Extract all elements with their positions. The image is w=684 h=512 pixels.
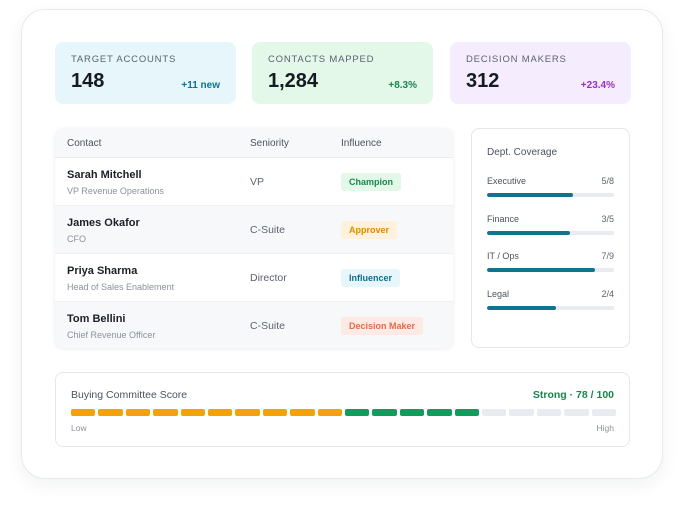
dept-label: Executive xyxy=(487,176,527,186)
score-segment xyxy=(290,409,315,416)
coverage-bar-track xyxy=(487,231,614,235)
contact-seniority: Director xyxy=(250,272,287,284)
coverage-bar-fill xyxy=(487,231,570,235)
column-header-influence[interactable]: Influence xyxy=(341,138,382,149)
dept-item-finance[interactable]: Finance 3/5 xyxy=(487,214,614,244)
contact-seniority: VP xyxy=(250,176,265,188)
score-segment xyxy=(262,409,288,416)
score-title: Buying Committee Score xyxy=(71,389,188,401)
coverage-bar-track xyxy=(487,268,614,272)
column-header-seniority[interactable]: Seniority xyxy=(250,138,289,149)
score-segment xyxy=(454,409,479,416)
contacts-table: Contact Seniority Influence Sarah Mitche… xyxy=(55,128,453,348)
dept-item-executive[interactable]: Executive 5/8 xyxy=(487,176,614,206)
dept-value: 5/8 xyxy=(601,176,614,186)
score-result: Strong · 78 / 100 xyxy=(532,389,614,401)
dept-value: 2/4 xyxy=(601,289,614,299)
score-segment xyxy=(125,409,151,416)
contact-seniority: C-Suite xyxy=(250,320,286,332)
score-segment xyxy=(71,409,96,416)
dept-value: 3/5 xyxy=(601,214,614,224)
dept-label: Legal xyxy=(487,289,510,299)
score-segment xyxy=(482,409,507,416)
contact-name: Priya Sharma xyxy=(67,265,138,277)
influence-badge: Influencer xyxy=(341,269,401,287)
score-segment-bar xyxy=(71,409,616,416)
score-segment xyxy=(564,409,589,416)
score-low-label: Low xyxy=(71,423,87,433)
contact-title: Chief Revenue Officer xyxy=(67,330,156,340)
score-segment xyxy=(317,409,342,416)
coverage-bar-track xyxy=(487,306,614,310)
coverage-bar-fill xyxy=(487,193,574,197)
contact-title: Head of Sales Enablement xyxy=(67,282,175,292)
score-segment xyxy=(153,409,178,416)
table-header: Contact Seniority Influence xyxy=(55,128,453,158)
score-segment xyxy=(372,409,397,416)
score-segment xyxy=(208,409,233,416)
kpi-value: 1,284 xyxy=(268,70,319,92)
influence-badge: Approver xyxy=(341,221,398,239)
score-segment xyxy=(98,409,123,416)
score-segment xyxy=(345,409,370,416)
kpi-delta: +11 new xyxy=(181,80,220,91)
kpi-delta: +23.4% xyxy=(580,80,615,91)
table-row[interactable]: James Okafor CFO C-Suite Approver xyxy=(55,206,453,254)
coverage-bar-fill xyxy=(487,306,556,310)
score-high-label: High xyxy=(596,423,614,433)
table-row[interactable]: Sarah Mitchell VP Revenue Operations VP … xyxy=(55,158,453,206)
dept-coverage-panel: Dept. Coverage Executive 5/8 Finance 3/5… xyxy=(471,128,630,348)
score-segment xyxy=(536,409,562,416)
buying-committee-score-panel: Buying Committee Score Strong · 78 / 100… xyxy=(55,372,630,447)
score-segment xyxy=(427,409,452,416)
kpi-decision-makers[interactable]: DECISION MAKERS 312 +23.4% xyxy=(450,42,631,104)
kpi-delta: +8.3% xyxy=(388,80,417,91)
contact-name: Tom Bellini xyxy=(67,313,126,325)
table-row[interactable]: Tom Bellini Chief Revenue Officer C-Suit… xyxy=(55,302,453,348)
score-segment xyxy=(180,409,205,416)
dept-label: IT / Ops xyxy=(487,251,519,261)
dept-item-legal[interactable]: Legal 2/4 xyxy=(487,289,614,319)
score-segment xyxy=(235,409,260,416)
kpi-label: DECISION MAKERS xyxy=(466,54,567,65)
kpi-label: CONTACTS MAPPED xyxy=(268,54,375,65)
coverage-bar-fill xyxy=(487,268,595,272)
contact-name: James Okafor xyxy=(67,217,140,229)
contact-title: VP Revenue Operations xyxy=(67,186,164,196)
influence-badge: Champion xyxy=(341,173,401,191)
contact-name: Sarah Mitchell xyxy=(67,169,142,181)
kpi-target-accounts[interactable]: TARGET ACCOUNTS 148 +11 new xyxy=(55,42,236,104)
kpi-label: TARGET ACCOUNTS xyxy=(71,54,177,65)
column-header-contact[interactable]: Contact xyxy=(67,138,102,149)
table-row[interactable]: Priya Sharma Head of Sales Enablement Di… xyxy=(55,254,453,302)
contact-title: CFO xyxy=(67,234,86,244)
influence-badge: Decision Maker xyxy=(341,317,424,335)
score-segment xyxy=(591,409,616,416)
kpi-value: 148 xyxy=(71,70,105,92)
dept-coverage-title: Dept. Coverage xyxy=(487,147,558,158)
score-segment xyxy=(399,409,425,416)
dept-item-it-ops[interactable]: IT / Ops 7/9 xyxy=(487,251,614,281)
score-segment xyxy=(509,409,534,416)
dept-value: 7/9 xyxy=(601,251,614,261)
coverage-bar-track xyxy=(487,193,614,197)
kpi-contacts-mapped[interactable]: CONTACTS MAPPED 1,284 +8.3% xyxy=(252,42,433,104)
kpi-value: 312 xyxy=(466,70,500,92)
dept-label: Finance xyxy=(487,214,520,224)
contact-seniority: C-Suite xyxy=(250,224,286,236)
